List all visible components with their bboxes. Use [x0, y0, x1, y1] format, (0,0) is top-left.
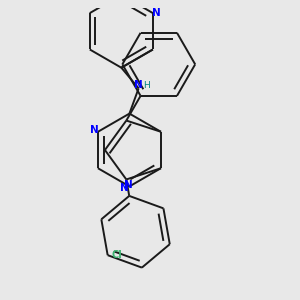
Text: N: N	[124, 179, 132, 190]
Text: N: N	[152, 8, 161, 18]
Text: N: N	[134, 80, 143, 89]
Text: N: N	[90, 125, 99, 135]
Text: H: H	[143, 81, 150, 90]
Text: Cl: Cl	[112, 250, 122, 260]
Text: N: N	[120, 183, 129, 193]
